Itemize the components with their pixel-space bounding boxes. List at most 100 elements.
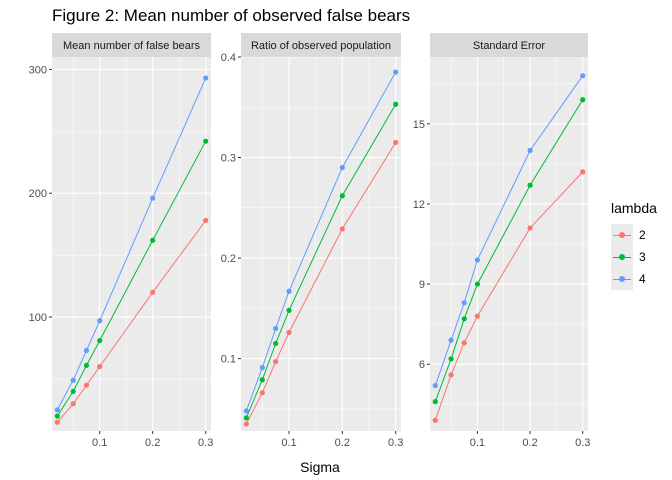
facet-strip (430, 33, 588, 57)
data-point-2 (97, 364, 103, 370)
facet-strip-label: Standard Error (473, 40, 545, 52)
facet-strip (52, 33, 211, 57)
data-point-3 (393, 101, 399, 107)
series-line-4 (56, 77, 207, 411)
data-point-3 (527, 182, 533, 188)
data-point-4 (339, 164, 345, 171)
data-point-2 (448, 372, 454, 378)
y-tick-label: 6 (419, 359, 425, 371)
data-point-2 (150, 289, 156, 295)
data-point-2 (286, 329, 292, 336)
data-point-3 (432, 399, 438, 405)
facet-strip-label: Mean number of false bears (63, 40, 200, 52)
data-point-4 (286, 288, 292, 294)
x-tick-label: 0.2 (145, 437, 160, 449)
data-point-4 (259, 365, 265, 371)
data-point-2 (259, 390, 265, 396)
x-tick-label: 0.1 (92, 437, 107, 449)
data-point-2 (70, 401, 76, 407)
legend-key-dot (619, 254, 625, 260)
series-line-4 (245, 71, 397, 412)
data-point-2 (54, 419, 60, 425)
series-line-3 (56, 140, 207, 417)
series-line-3 (245, 104, 397, 419)
series-line-2 (56, 220, 207, 423)
data-point-4 (448, 337, 454, 343)
data-point-3 (474, 281, 480, 287)
data-point-4 (243, 408, 249, 414)
x-tick-label: 0.1 (281, 437, 296, 449)
legend-item-3: 3 (611, 246, 657, 268)
data-point-2 (273, 359, 279, 365)
data-point-3 (83, 362, 90, 368)
facet-strip (241, 33, 401, 57)
y-tick-label: 9 (419, 279, 425, 291)
y-tick-label: 0.1 (221, 354, 236, 366)
x-tick-label: 0.1 (470, 437, 485, 449)
x-tick-label: 0.3 (198, 437, 213, 449)
x-axis-label: Sigma (300, 459, 340, 475)
legend-label-3: 3 (639, 250, 646, 264)
x-tick-label: 0.2 (522, 437, 537, 449)
y-tick-label: 0.4 (221, 52, 236, 64)
legend-key-dot (619, 232, 625, 238)
data-point-4 (432, 382, 438, 389)
data-point-4 (83, 347, 90, 354)
legend-title: lambda (611, 200, 657, 216)
data-point-4 (461, 300, 467, 306)
data-point-4 (273, 325, 279, 332)
data-point-4 (203, 75, 209, 81)
data-point-2 (83, 382, 90, 388)
data-point-3 (286, 307, 292, 313)
legend-key-4 (611, 268, 633, 290)
series-line-4 (434, 75, 584, 386)
data-point-2 (461, 340, 467, 346)
data-point-3 (203, 138, 209, 144)
data-point-3 (339, 193, 345, 199)
x-tick-label: 0.3 (388, 437, 403, 449)
data-point-4 (150, 195, 156, 201)
legend-key-2 (611, 224, 633, 246)
data-point-3 (461, 316, 467, 322)
y-tick-label: 15 (413, 119, 425, 131)
data-point-2 (432, 417, 438, 423)
legend-key-3 (611, 246, 633, 268)
figure-title: Figure 2: Mean number of observed false … (52, 6, 411, 25)
data-point-4 (54, 407, 60, 413)
data-point-3 (273, 340, 279, 347)
data-point-2 (474, 313, 480, 319)
data-point-3 (259, 377, 265, 383)
y-tick-label: 0.3 (221, 153, 236, 165)
y-tick-label: 200 (29, 188, 47, 200)
legend-item-4: 4 (611, 268, 657, 290)
series-line-3 (434, 99, 584, 402)
data-point-4 (580, 73, 586, 79)
data-point-4 (393, 69, 399, 75)
data-point-4 (474, 257, 480, 263)
x-tick-label: 0.2 (335, 437, 350, 449)
data-point-3 (97, 337, 103, 344)
data-point-2 (393, 139, 399, 146)
data-point-4 (70, 377, 76, 383)
facet-strip-label: Ratio of observed population (251, 40, 391, 52)
series-line-2 (434, 171, 584, 421)
legend-key-dot (619, 276, 625, 282)
data-point-3 (150, 237, 156, 243)
x-tick-label: 0.3 (575, 437, 590, 449)
panel-background (241, 57, 401, 431)
legend: lambda 2 3 4 (611, 200, 657, 290)
data-point-3 (243, 415, 249, 421)
data-point-4 (97, 318, 103, 324)
data-point-2 (339, 226, 345, 232)
data-point-3 (54, 413, 60, 419)
data-point-3 (580, 97, 586, 103)
legend-label-4: 4 (639, 272, 646, 286)
legend-item-2: 2 (611, 224, 657, 246)
y-tick-label: 300 (29, 64, 47, 76)
data-point-2 (580, 169, 586, 175)
data-point-2 (527, 225, 533, 231)
data-point-4 (527, 147, 533, 154)
data-point-2 (243, 421, 249, 427)
series-line-2 (245, 142, 397, 425)
data-point-3 (448, 356, 454, 362)
